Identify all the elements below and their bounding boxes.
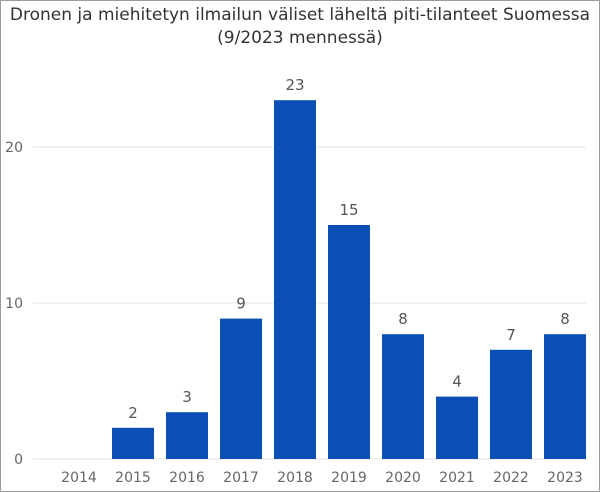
data-label-2022: 7 xyxy=(506,326,516,344)
chart-title-line2: (9/2023 mennessä) xyxy=(217,28,383,48)
data-label-2020: 8 xyxy=(398,310,408,328)
data-label-2015: 2 xyxy=(128,404,138,422)
bar-2023 xyxy=(544,334,586,459)
x-tick-label-2023: 2023 xyxy=(547,470,583,486)
x-tick-label-2014: 2014 xyxy=(61,470,97,486)
bar-2019 xyxy=(328,225,370,459)
data-label-2023: 8 xyxy=(560,310,570,328)
bar-layer xyxy=(112,100,586,459)
x-tick-label-2022: 2022 xyxy=(493,470,529,486)
data-label-2021: 4 xyxy=(452,373,462,391)
chart-title: Dronen ja miehitetyn ilmailun väliset lä… xyxy=(1,4,599,50)
x-tick-label-2020: 2020 xyxy=(385,470,421,486)
chart-title-line1: Dronen ja miehitetyn ilmailun väliset lä… xyxy=(9,5,591,25)
data-label-2017: 9 xyxy=(236,295,246,313)
x-tick-label-2019: 2019 xyxy=(331,470,367,486)
bar-2021 xyxy=(436,396,478,459)
x-tick-label-2015: 2015 xyxy=(115,470,151,486)
data-label-2016: 3 xyxy=(182,388,192,406)
x-tick-label-2017: 2017 xyxy=(223,470,259,486)
x-tick-label-2016: 2016 xyxy=(169,470,205,486)
x-tick-label-2021: 2021 xyxy=(439,470,475,486)
bar-2022 xyxy=(490,349,532,459)
y-tick-label-20: 20 xyxy=(5,140,23,156)
bar-2018 xyxy=(274,100,316,459)
y-tick-label-10: 10 xyxy=(5,296,23,312)
data-label-2019: 15 xyxy=(339,201,358,219)
data-label-2018: 23 xyxy=(285,76,304,94)
bar-2020 xyxy=(382,334,424,459)
bar-2017 xyxy=(220,318,262,459)
axis-layer: 0 10 20 2014 2015 2016 2017 2018 2019 2020 2021 202… xyxy=(5,140,583,486)
bar-2016 xyxy=(166,412,208,459)
x-tick-label-2018: 2018 xyxy=(277,470,313,486)
bar-2015 xyxy=(112,427,154,459)
y-tick-label-0: 0 xyxy=(14,452,23,468)
